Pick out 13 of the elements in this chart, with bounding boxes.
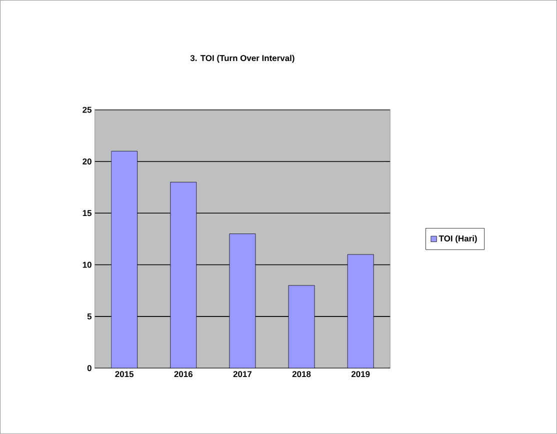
chart-title: 3. TOI (Turn Over Interval) bbox=[190, 54, 294, 63]
x-tick-label: 2018 bbox=[292, 371, 311, 378]
y-tick-label: 10 bbox=[82, 262, 92, 268]
x-tick-label: 2015 bbox=[115, 371, 134, 378]
y-tick-label: 5 bbox=[87, 314, 92, 320]
x-tick-label: 2017 bbox=[233, 371, 252, 378]
x-tick-label: 2016 bbox=[174, 371, 193, 378]
y-tick-label: 25 bbox=[82, 106, 92, 113]
y-tick-label: 0 bbox=[87, 365, 92, 372]
y-tick-label: 15 bbox=[82, 210, 92, 216]
legend-label: TOI (Hari) bbox=[438, 235, 477, 244]
x-tick-label: 2019 bbox=[351, 371, 370, 378]
y-tick-label: 20 bbox=[82, 158, 92, 165]
